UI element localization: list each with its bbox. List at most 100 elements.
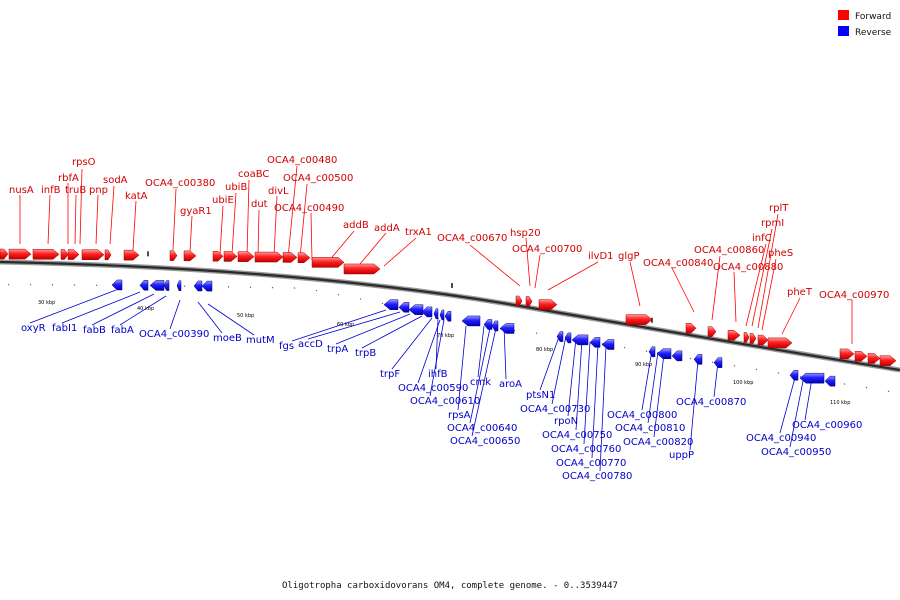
reverse-leader-line [307, 311, 401, 340]
scale-minor-tick [535, 332, 538, 334]
gene-label: OCA4_c00640 [447, 423, 517, 434]
scale-minor-tick [73, 284, 76, 286]
reverse-gene-arrow [176, 280, 182, 291]
gene-label: ubiE [212, 195, 234, 206]
reverse-leader-line [713, 361, 719, 398]
reverse-leader-line [335, 313, 411, 345]
forward-leader-line [629, 261, 641, 307]
gene-label: coaBC [238, 169, 269, 180]
reverse-leader-line [591, 343, 599, 459]
gene-label: dut [251, 199, 268, 210]
forward-leader-line [246, 179, 250, 257]
reverse-leader-line [429, 319, 445, 397]
forward-leader-line [273, 195, 278, 257]
forward-leader-line [751, 228, 773, 327]
scale-minor-tick [381, 302, 384, 305]
gene-label: addA [374, 223, 400, 234]
gene-label: oxyR [21, 323, 46, 334]
reverse-leader-line [599, 345, 607, 472]
gene-label: pnp [89, 185, 108, 196]
gene-label: OCA4_c00870 [676, 397, 746, 408]
reverse-gene-arrow [149, 280, 165, 291]
forward-leader-line [47, 194, 51, 245]
forward-leader-line [299, 183, 308, 259]
reverse-gene-arrow [421, 306, 433, 318]
gene-label: OCA4_c00760 [551, 444, 621, 455]
reverse-leader-line [469, 327, 491, 424]
gene-label: trpB [355, 348, 376, 359]
reverse-leader-line [169, 299, 181, 330]
gene-label: OCA4_c00480 [267, 155, 337, 166]
scale-label-60: 60 kbp [337, 322, 354, 328]
gene-label: OCA4_c00650 [450, 436, 520, 447]
legend-forward-swatch [838, 10, 849, 20]
gene-label: OCA4_c00970 [819, 290, 889, 301]
gene-label: rbfA [58, 173, 79, 184]
reverse-gene-arrow [163, 280, 170, 291]
legend-forward-label: Forward [855, 12, 891, 22]
reverse-gene-arrow [693, 354, 703, 365]
reverse-leader-line [119, 295, 167, 326]
forward-leader-line [547, 261, 599, 291]
scale-minor-tick [183, 285, 186, 288]
forward-gene-arrow [254, 251, 284, 263]
reverse-gene-arrow [789, 369, 799, 381]
scale-label-50: 50 kbp [237, 313, 254, 319]
gene-label: OCA4_c00700 [512, 244, 582, 255]
reverse-leader-line [61, 291, 141, 324]
forward-gene-arrow [525, 296, 533, 307]
genome-backbone [0, 260, 900, 372]
scale-label-80: 80 kbp [536, 347, 553, 353]
gene-label: OCA4_c00770 [556, 458, 626, 469]
forward-gene-arrow [0, 248, 9, 260]
gene-label: OCA4_c00500 [283, 173, 353, 184]
gene-label: OCA4_c00750 [542, 430, 612, 441]
gene-label: trpF [380, 369, 400, 380]
scale-minor-tick [865, 386, 868, 389]
forward-gene-arrow [237, 251, 255, 262]
gene-label: divL [268, 186, 289, 197]
reverse-leader-line [197, 301, 223, 334]
gene-label: OCA4_c00940 [746, 433, 816, 444]
forward-leader-line [219, 205, 224, 255]
forward-leader-line [757, 213, 779, 329]
reverse-leader-line [539, 333, 561, 391]
reverse-gene-arrow [589, 337, 601, 348]
gene-label: OCA4_c00380 [145, 178, 215, 189]
reverse-leader-line [575, 339, 583, 431]
reverse-leader-line [647, 351, 659, 424]
reverse-leader-line [361, 315, 423, 349]
gene-label: OCA4_c00820 [623, 437, 693, 448]
gene-label: pheT [787, 287, 813, 298]
gene-label: cmk [470, 377, 491, 388]
scale-minor-tick [51, 284, 54, 286]
forward-gene-arrow [867, 353, 881, 364]
reverse-gene-arrow [201, 280, 213, 292]
forward-gene-arrow [625, 314, 653, 325]
forward-leader-line [383, 237, 417, 267]
forward-leader-line [327, 230, 355, 263]
scale-label-70: 70 kbp [437, 333, 454, 339]
forward-leader-line [761, 258, 777, 331]
forward-gene-arrow [223, 251, 238, 262]
scale-minor-tick [733, 364, 736, 367]
forward-leader-line [733, 271, 737, 323]
scale-minor-tick [623, 346, 626, 349]
gene-label: OCA4_c00960 [792, 420, 862, 431]
gene-label: sodA [103, 175, 128, 186]
reverse-gene-arrow [556, 331, 564, 342]
reverse-leader-line [583, 341, 591, 445]
gene-label: OCA4_c00490 [274, 203, 344, 214]
forward-gene-arrow [297, 252, 311, 264]
forward-gene-arrow [727, 330, 741, 341]
gene-label: OCA4_c00780 [562, 471, 632, 482]
scale-label-100: 100 kbp [733, 380, 753, 386]
gene-label: OCA4_c00840 [643, 258, 713, 269]
reverse-gene-arrow [483, 319, 493, 330]
gene-label: ihfB [428, 369, 448, 380]
scale-minor-tick [887, 390, 890, 393]
forward-gene-arrow [32, 249, 60, 260]
scale-minor-tick [843, 383, 846, 385]
forward-gene-arrow [343, 263, 381, 275]
gene-label: OCA4_c00590 [398, 383, 468, 394]
